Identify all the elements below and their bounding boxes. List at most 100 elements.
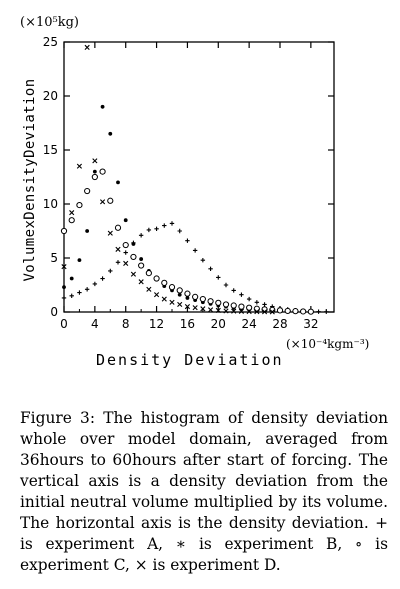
x-tick-label: 16 (180, 317, 195, 331)
density-histogram-chart: (×10⁵kg) VolumexDensityDeviation 0 5 10 15 2… (20, 15, 369, 369)
data-point-circle (292, 308, 299, 315)
data-point-asterisk (92, 169, 97, 174)
y-tick-label: 5 (50, 251, 58, 265)
data-point-cross (115, 246, 121, 252)
data-point-plus (324, 309, 329, 314)
series-circle (60, 168, 314, 315)
data-point-plus (138, 233, 144, 238)
x-tick-label: 0 (60, 317, 68, 331)
data-point-cross (192, 305, 198, 311)
data-point-circle (138, 262, 145, 269)
data-series (60, 44, 329, 315)
x-axis-ticks: 0 4 8 12 16 20 24 28 32 (60, 42, 327, 331)
data-point-asterisk (77, 258, 82, 263)
data-point-plus (61, 295, 67, 301)
data-point-plus (316, 309, 321, 314)
data-point-circle (230, 302, 237, 309)
data-point-plus (239, 292, 244, 297)
data-point-circle (84, 187, 91, 195)
data-point-circle (300, 308, 307, 315)
data-point-asterisk (123, 218, 128, 223)
data-point-plus (169, 221, 175, 226)
data-point-plus (69, 293, 74, 298)
data-point-cross (231, 308, 237, 314)
x-tick-label: 28 (272, 317, 287, 331)
data-point-asterisk (85, 229, 90, 233)
data-point-circle (161, 279, 168, 286)
data-point-cross (223, 308, 229, 314)
data-point-cross (269, 309, 275, 315)
data-point-asterisk (185, 296, 190, 300)
data-point-cross (177, 301, 183, 308)
y-axis-title: VolumexDensityDeviation (22, 78, 38, 281)
data-point-cross (169, 299, 175, 305)
data-point-plus (246, 296, 252, 302)
y-tick-label: 10 (43, 197, 58, 211)
data-point-plus (146, 227, 152, 233)
data-point-plus (115, 260, 121, 265)
data-point-asterisk (69, 276, 74, 281)
data-point-circle (176, 287, 183, 294)
x-axis-unit-label: (×10⁻⁴kgm⁻³) (286, 337, 369, 351)
data-point-plus (100, 276, 105, 281)
data-point-circle (99, 168, 106, 175)
data-point-asterisk (116, 180, 120, 185)
data-point-cross (146, 286, 152, 292)
data-point-circle (307, 308, 314, 315)
data-point-cross (207, 307, 214, 313)
data-point-circle (153, 275, 160, 282)
y-tick-label: 15 (43, 143, 58, 157)
data-point-circle (207, 298, 214, 305)
data-point-cross (161, 296, 167, 302)
data-point-plus (162, 223, 167, 228)
data-point-circle (246, 304, 253, 311)
data-point-circle (238, 303, 245, 310)
figure-caption: Figure 3: The histogram of density devia… (20, 409, 388, 574)
data-point-cross (246, 308, 252, 315)
data-point-cross (130, 271, 137, 277)
data-point-circle (276, 307, 284, 314)
data-point-cross (61, 264, 67, 270)
data-point-circle (76, 201, 83, 209)
y-axis-ticks: 0 5 10 15 20 25 (43, 35, 334, 319)
data-point-plus (92, 281, 98, 287)
data-point-plus (77, 290, 82, 295)
data-point-cross (69, 210, 75, 216)
data-point-plus (84, 287, 90, 292)
data-point-cross (153, 292, 160, 298)
data-point-asterisk (139, 257, 144, 261)
x-tick-label: 8 (122, 317, 130, 331)
data-point-plus (216, 275, 221, 280)
data-point-plus (185, 238, 190, 243)
data-point-plus (192, 248, 198, 253)
x-tick-label: 24 (242, 317, 257, 331)
data-point-asterisk (100, 104, 105, 109)
data-point-plus (200, 257, 206, 263)
plot-frame (63, 41, 335, 313)
data-point-cross (254, 309, 260, 315)
data-point-circle (168, 284, 176, 291)
data-point-plus (154, 226, 159, 232)
x-tick-label: 20 (211, 317, 226, 331)
data-point-circle (68, 217, 75, 224)
x-tick-label: 12 (149, 317, 164, 331)
data-point-circle (122, 241, 129, 249)
data-point-circle (222, 301, 230, 308)
data-point-cross (92, 158, 98, 164)
data-point-plus (108, 268, 113, 274)
data-point-cross (261, 309, 268, 315)
data-point-circle (215, 299, 222, 306)
data-point-plus (231, 288, 236, 293)
data-point-plus (123, 250, 128, 255)
data-point-cross (84, 44, 90, 50)
data-point-circle (107, 197, 114, 204)
series-cross (61, 44, 275, 315)
data-point-cross (76, 163, 83, 169)
data-point-cross (238, 308, 245, 314)
data-point-cross (99, 199, 106, 205)
y-tick-label: 0 (50, 305, 58, 319)
x-tick-label: 32 (303, 317, 318, 331)
data-point-asterisk (131, 242, 136, 246)
data-point-cross (215, 307, 221, 313)
data-point-circle (284, 307, 291, 315)
